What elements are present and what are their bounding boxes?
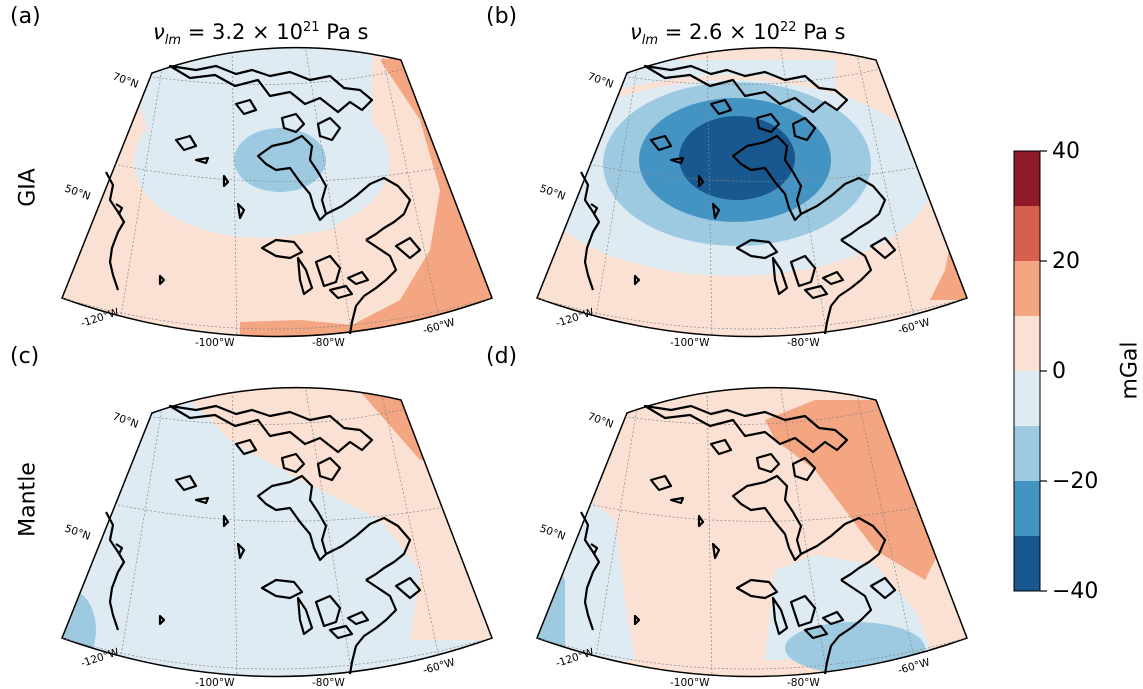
svg-text:-100°W: -100°W [670, 337, 710, 349]
svg-text:-60°W: -60°W [897, 316, 932, 337]
svg-text:50°N: 50°N [538, 523, 567, 543]
lon-label-80: -80°W [312, 337, 345, 349]
colorbar-tick-0: 0 [1052, 359, 1066, 384]
svg-text:-100°W: -100°W [670, 677, 710, 689]
svg-text:-60°W: -60°W [897, 656, 932, 677]
map-panel-c [61, 386, 493, 678]
panel-letter-a: (a) [10, 4, 41, 29]
colorbar-segment [1014, 316, 1040, 372]
colorbar-segment [1014, 371, 1040, 427]
colorbar-segment [1014, 151, 1040, 207]
panel-letter-c: (c) [10, 344, 40, 369]
map-panel-d [536, 386, 968, 678]
colorbar-tick-20: 20 [1052, 249, 1080, 274]
lon-label-60: -60°W [422, 316, 457, 337]
lon-label-100: -100°W [195, 337, 235, 349]
panel-letter-d: (d) [486, 344, 518, 369]
colorbar [1013, 150, 1047, 592]
svg-text:-80°W: -80°W [787, 677, 820, 689]
colorbar-segment [1014, 206, 1040, 262]
column-title-a: νlm = 3.2 × 1021 Pa s [153, 20, 369, 49]
panel-letter-b: (b) [486, 4, 518, 29]
lat-label-70: 70°N [111, 71, 140, 91]
colorbar-segment [1014, 261, 1040, 317]
lat-label-50: 50°N [63, 183, 92, 203]
colorbar-tick-neg20: −20 [1052, 469, 1099, 494]
column-title-b: νlm = 2.6 × 1022 Pa s [630, 20, 846, 49]
svg-text:-100°W: -100°W [195, 677, 235, 689]
colorbar-label: mGal [1117, 341, 1143, 400]
svg-text:-80°W: -80°W [787, 337, 820, 349]
colorbar-segment [1014, 426, 1040, 482]
svg-text:-60°W: -60°W [422, 656, 457, 677]
colorbar-tick-neg40: −40 [1052, 579, 1099, 604]
colorbar-segment [1014, 481, 1040, 537]
svg-text:50°N: 50°N [538, 183, 567, 203]
svg-text:70°N: 70°N [111, 411, 140, 431]
colorbar-segment [1014, 536, 1040, 592]
svg-text:-80°W: -80°W [312, 677, 345, 689]
svg-text:70°N: 70°N [586, 71, 615, 91]
svg-text:50°N: 50°N [63, 523, 92, 543]
colorbar-tick-40: 40 [1052, 139, 1080, 164]
svg-text:70°N: 70°N [586, 411, 615, 431]
